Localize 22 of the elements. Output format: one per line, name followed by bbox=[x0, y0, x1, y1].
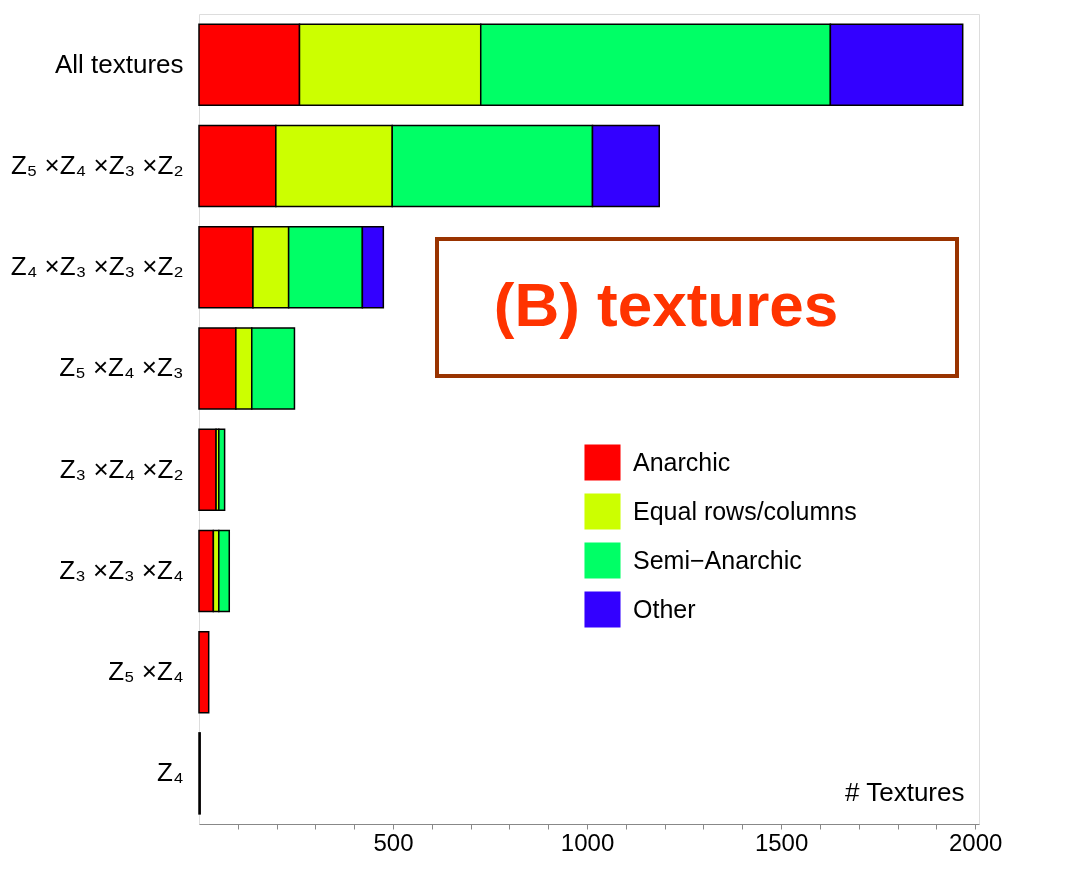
x-tick-label: 1000 bbox=[560, 828, 615, 856]
bar bbox=[198, 428, 217, 511]
y-tick-label: Z₃ ×Z₃ ×Z₄ bbox=[59, 554, 184, 585]
y-tick-label: Z₄ ×Z₃ ×Z₃ ×Z₂ bbox=[10, 251, 184, 282]
annotation: (B) textures bbox=[493, 270, 839, 339]
y-tick-label: Z₅ ×Z₄ bbox=[108, 656, 184, 687]
legend-label: Other bbox=[633, 594, 696, 623]
bar bbox=[198, 529, 215, 613]
x-tick-label: 1500 bbox=[754, 828, 809, 856]
legend-label: Equal rows/columns bbox=[633, 496, 857, 525]
bar bbox=[218, 428, 226, 511]
legend-label: Anarchic bbox=[633, 447, 731, 476]
y-tick-label: All textures bbox=[54, 48, 184, 79]
y-tick-label: Z₅ ×Z₄ ×Z₃ ×Z₂ bbox=[10, 149, 184, 180]
y-tick-label: Z₄ bbox=[157, 757, 184, 788]
x-tick-label: 2000 bbox=[948, 828, 1003, 856]
x-tick-label: 500 bbox=[373, 828, 414, 856]
bar bbox=[198, 630, 210, 714]
y-tick-label: Z₅ ×Z₄ ×Z₃ bbox=[59, 352, 184, 383]
legend-label: Semi−Anarchic bbox=[633, 545, 802, 574]
x-axis-title: # Textures bbox=[845, 776, 965, 807]
y-tick-label: Z₃ ×Z₄ ×Z₂ bbox=[59, 453, 184, 484]
